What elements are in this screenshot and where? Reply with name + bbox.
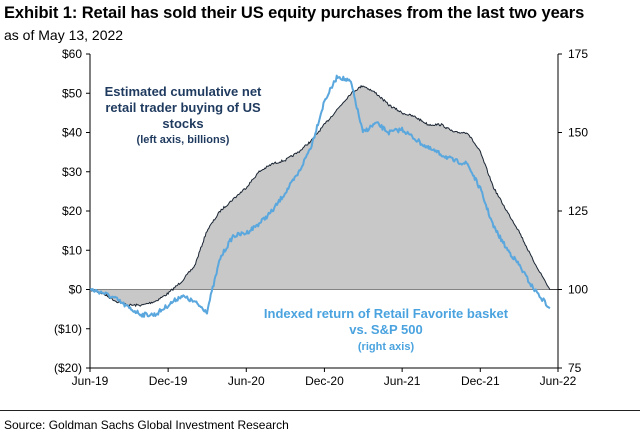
left-tick-label: $20 bbox=[62, 204, 82, 218]
footer-rule bbox=[0, 410, 640, 411]
line-annotation-line-1: Indexed return of Retail Favorite basket bbox=[264, 306, 509, 321]
x-tick-label: Jun-21 bbox=[384, 374, 421, 388]
chart-subtitle: as of May 13, 2022 bbox=[4, 27, 124, 43]
cumulative-buying-area bbox=[90, 85, 550, 307]
right-tick-label: 125 bbox=[568, 204, 588, 218]
left-tick-label: $40 bbox=[62, 126, 82, 140]
left-tick-label: ($10) bbox=[54, 322, 82, 336]
chart-title: Exhibit 1: Retail has sold their US equi… bbox=[4, 4, 585, 22]
left-tick-label: $0 bbox=[69, 283, 83, 297]
area-annotation-line-4: (left axis, billions) bbox=[137, 134, 230, 146]
indexed-return-line bbox=[89, 74, 551, 318]
right-tick-label: 150 bbox=[568, 126, 588, 140]
left-tick-label: $30 bbox=[62, 165, 82, 179]
x-tick-label: Jun-22 bbox=[540, 374, 577, 388]
x-tick-label: Dec-21 bbox=[461, 374, 500, 388]
left-tick-label: ($20) bbox=[54, 361, 82, 375]
left-tick-label: $50 bbox=[62, 86, 82, 100]
x-tick-label: Dec-19 bbox=[149, 374, 188, 388]
line-annotation-line-2: vs. S&P 500 bbox=[349, 322, 422, 337]
area-annotation-line-1: Estimated cumulative net bbox=[105, 84, 262, 99]
line-annotation-line-3: (right axis) bbox=[358, 341, 415, 353]
tick-labels: $60 $50 $40 $30 $20 $10 $0 ($10) ($20) 175 150 125 1… bbox=[54, 47, 588, 388]
source-note: Source: Goldman Sachs Global Investment … bbox=[4, 418, 289, 432]
x-tick-label: Dec-20 bbox=[305, 374, 344, 388]
right-tick-label: 75 bbox=[568, 361, 582, 375]
area-annotation-line-2: retail trader buying of US bbox=[105, 100, 261, 115]
right-tick-label: 100 bbox=[568, 283, 588, 297]
annotations: Estimated cumulative net retail trader b… bbox=[105, 84, 509, 353]
right-tick-label: 175 bbox=[568, 47, 588, 61]
left-tick-label: $60 bbox=[62, 47, 82, 61]
x-tick-label: Jun-19 bbox=[72, 374, 109, 388]
cumulative-buying-line bbox=[89, 84, 551, 308]
series-layer bbox=[89, 74, 551, 318]
x-tick-label: Jun-20 bbox=[228, 374, 265, 388]
left-tick-label: $10 bbox=[62, 243, 82, 257]
area-annotation-line-3: stocks bbox=[162, 116, 203, 131]
